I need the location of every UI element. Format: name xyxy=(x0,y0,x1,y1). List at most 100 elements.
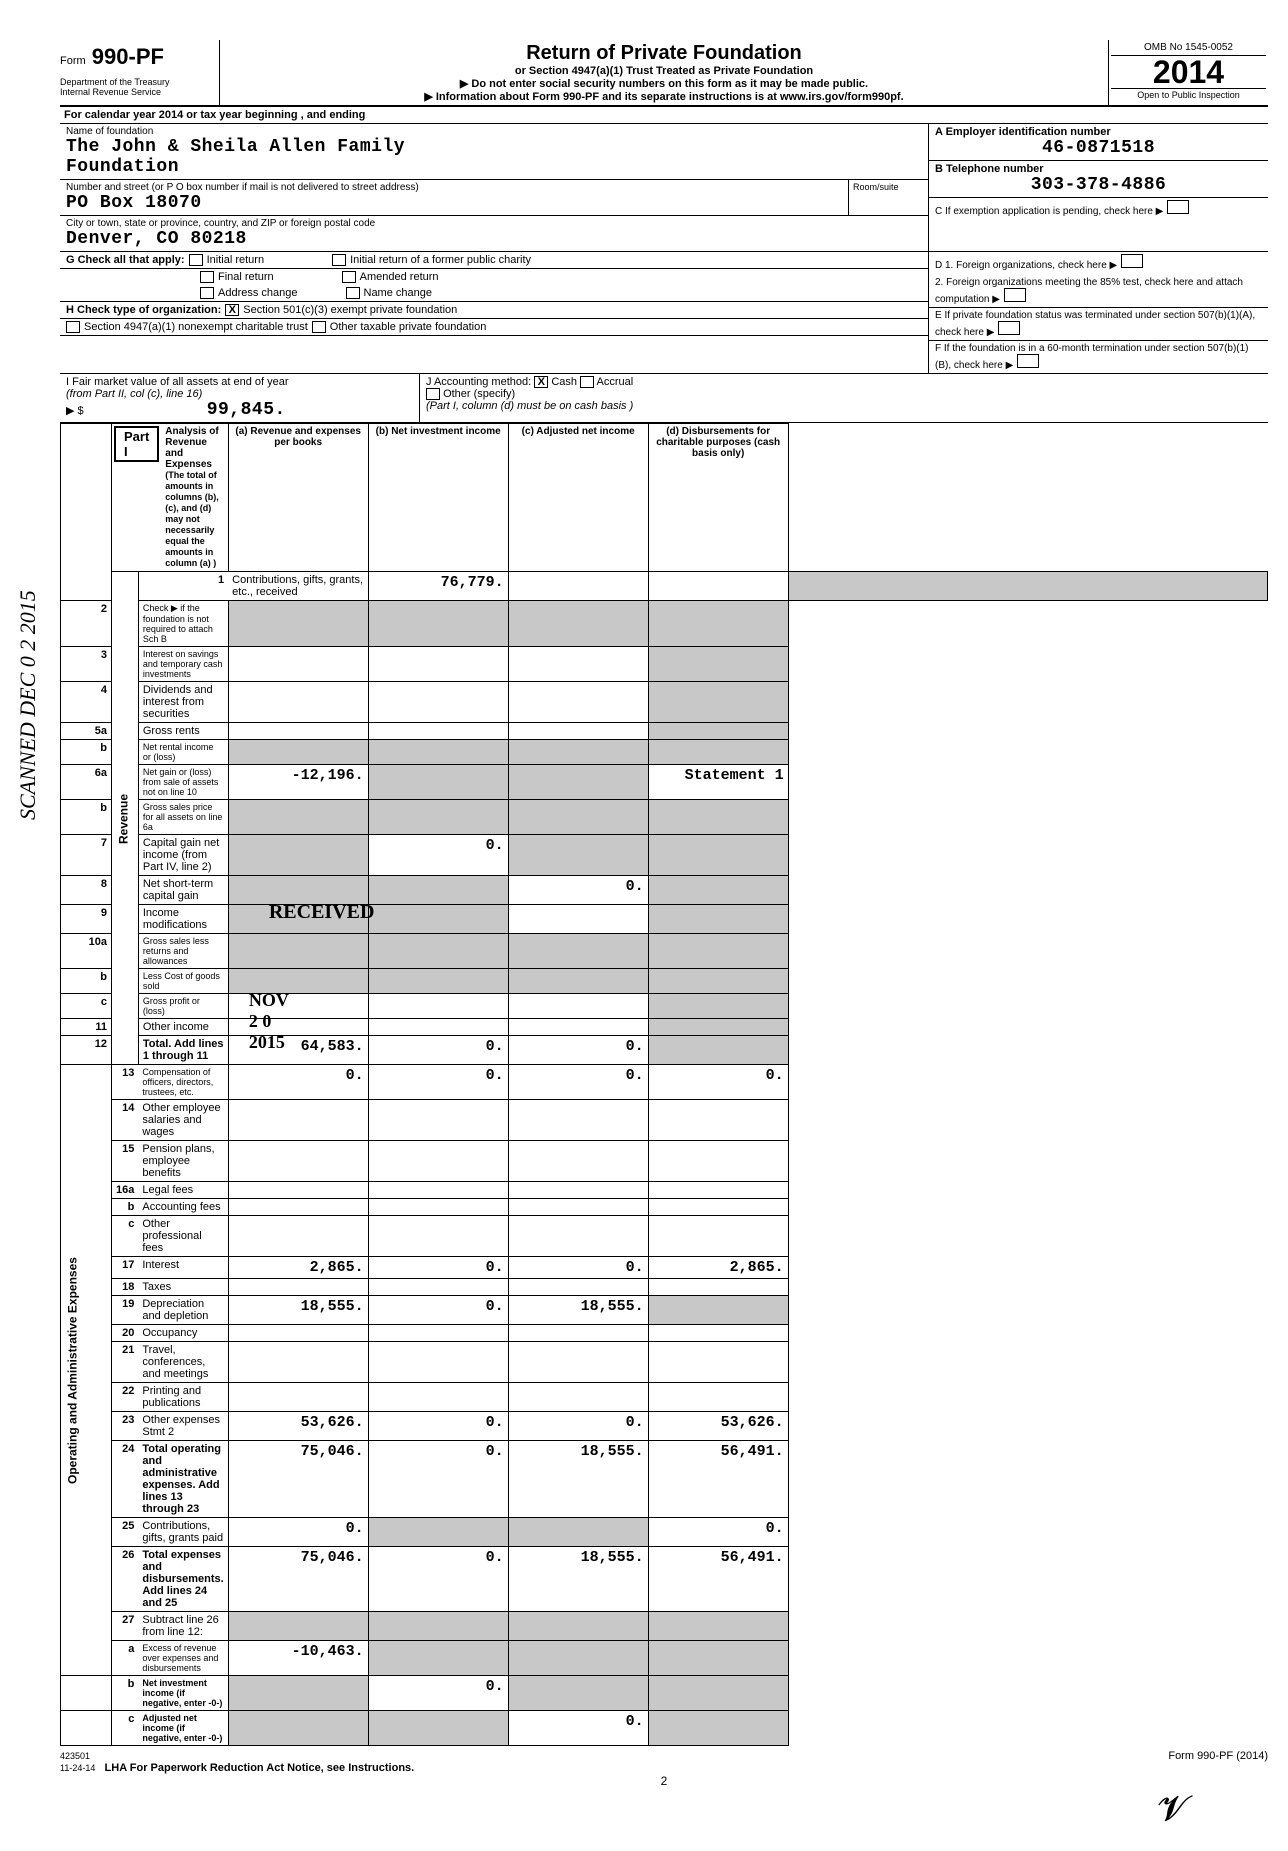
city-label: City or town, state or province, country… xyxy=(66,218,922,229)
d1-checkbox[interactable] xyxy=(1121,254,1143,268)
part1-label: Part I xyxy=(114,426,159,462)
d2-label: 2. Foreign organizations meeting the 85%… xyxy=(935,277,1243,305)
c-label: C If exemption application is pending, c… xyxy=(935,206,1153,217)
line-8-no: 8 xyxy=(61,876,112,905)
line-1-no: 1 xyxy=(138,572,228,601)
title-main: Return of Private Foundation xyxy=(230,42,1098,65)
h-501c3-checkbox[interactable]: X xyxy=(225,304,239,316)
line-10b-no: b xyxy=(61,969,112,994)
g-initial-former: Initial return of a former public charit… xyxy=(350,254,531,266)
e-label: E If private foundation status was termi… xyxy=(935,310,1255,338)
line-16c-no: c xyxy=(112,1216,139,1257)
line-17-c: 0. xyxy=(508,1257,648,1279)
line-19-label: Depreciation and depletion xyxy=(138,1296,228,1325)
line-26-a: 75,046. xyxy=(228,1547,368,1612)
line-6b-no: b xyxy=(61,800,112,835)
line-10b-label: Less Cost of goods sold xyxy=(138,969,228,994)
line-6a-label: Net gain or (loss) from sale of assets n… xyxy=(138,765,228,800)
col-a-header: (a) Revenue and expenses per books xyxy=(228,424,368,572)
i-fmv-value: 99,845. xyxy=(207,400,286,420)
line-16a-no: 16a xyxy=(112,1182,139,1199)
j-cash-checkbox[interactable]: X xyxy=(534,376,548,388)
name-label: Name of foundation xyxy=(66,126,922,137)
revenue-section-label: Revenue xyxy=(112,572,139,1065)
line-21-no: 21 xyxy=(112,1342,139,1383)
line-8-c: 0. xyxy=(508,876,648,905)
line-2-no: 2 xyxy=(61,601,112,647)
h-4947: Section 4947(a)(1) nonexempt charitable … xyxy=(84,321,308,333)
line-24-a: 75,046. xyxy=(228,1441,368,1518)
line-15-no: 15 xyxy=(112,1141,139,1182)
g-initial-checkbox[interactable] xyxy=(189,254,203,266)
part1-table: Part I Analysis of Revenue and Expenses … xyxy=(60,423,1268,1746)
ein-label: A Employer identification number xyxy=(935,126,1262,138)
form-header: Form 990-PF Department of the Treasury I… xyxy=(60,40,1268,107)
line-22-no: 22 xyxy=(112,1383,139,1412)
line-17-b: 0. xyxy=(368,1257,508,1279)
line-10a-no: 10a xyxy=(61,934,112,969)
line-25-no: 25 xyxy=(112,1518,139,1547)
addr-label: Number and street (or P O box number if … xyxy=(66,182,842,193)
line-3-label: Interest on savings and temporary cash i… xyxy=(138,647,228,682)
line-19-b: 0. xyxy=(368,1296,508,1325)
line-14-no: 14 xyxy=(112,1100,139,1141)
part1-subtitle: (The total of amounts in columns (b), (c… xyxy=(165,470,219,568)
line-24-c: 18,555. xyxy=(508,1441,648,1518)
g-address: Address change xyxy=(218,287,298,299)
line-10c-no: c xyxy=(61,994,112,1019)
line-27c-no: c xyxy=(112,1711,139,1746)
j-note: (Part I, column (d) must be on cash basi… xyxy=(426,400,633,412)
line-19-c: 18,555. xyxy=(508,1296,648,1325)
line-21-label: Travel, conferences, and meetings xyxy=(138,1342,228,1383)
line-26-b: 0. xyxy=(368,1547,508,1612)
e-checkbox[interactable] xyxy=(998,321,1020,335)
room-suite-label: Room/suite xyxy=(848,180,928,215)
ein-value: 46-0871518 xyxy=(935,138,1262,158)
form-label: Form xyxy=(60,55,86,67)
col-b-header: (b) Net investment income xyxy=(368,424,508,572)
foundation-addr: PO Box 18070 xyxy=(66,193,842,213)
foundation-city: Denver, CO 80218 xyxy=(66,229,922,249)
line-27-no: 27 xyxy=(112,1612,139,1641)
line-10c-label: Gross profit or (loss) xyxy=(143,996,200,1016)
line-27b-label: Net investment income (if negative, ente… xyxy=(142,1678,222,1708)
line-19-no: 19 xyxy=(112,1296,139,1325)
j-other-checkbox[interactable] xyxy=(426,388,440,400)
line-13-b: 0. xyxy=(368,1065,508,1100)
line-12-c: 0. xyxy=(508,1036,648,1065)
signature-mark: 𝓥 xyxy=(60,1788,1268,1831)
d2-checkbox[interactable] xyxy=(1004,288,1026,302)
i-fmv-label: I Fair market value of all assets at end… xyxy=(66,376,413,388)
received-stamp-1: RECEIVED xyxy=(269,901,375,924)
line-6b-label: Gross sales price for all assets on line… xyxy=(138,800,228,835)
h-other-checkbox[interactable] xyxy=(312,321,326,333)
g-name-checkbox[interactable] xyxy=(346,287,360,299)
h-4947-checkbox[interactable] xyxy=(66,321,80,333)
col-d-header: (d) Disbursements for charitable purpose… xyxy=(648,424,788,572)
g-final-checkbox[interactable] xyxy=(200,271,214,283)
line-17-d: 2,865. xyxy=(648,1257,788,1279)
phone-value: 303-378-4886 xyxy=(935,175,1262,195)
line-13-a: 0. xyxy=(228,1065,368,1100)
footer-code: 423501 11-24-14 xyxy=(60,1751,95,1773)
line-25-d: 0. xyxy=(648,1518,788,1547)
g-address-checkbox[interactable] xyxy=(200,287,214,299)
g-amended-checkbox[interactable] xyxy=(342,271,356,283)
line-23-label: Other expenses Stmt 2 xyxy=(138,1412,228,1441)
j-accrual-checkbox[interactable] xyxy=(580,376,594,388)
g-initial-former-checkbox[interactable] xyxy=(332,254,346,266)
d1-label: D 1. Foreign organizations, check here xyxy=(935,260,1107,271)
line-27-label: Subtract line 26 from line 12: xyxy=(138,1612,228,1641)
line-25-a: 0. xyxy=(228,1518,368,1547)
f-checkbox[interactable] xyxy=(1017,354,1039,368)
phone-label: B Telephone number xyxy=(935,163,1262,175)
scan-stamp: SCANNED DEC 0 2 2015 xyxy=(15,590,41,820)
c-checkbox[interactable] xyxy=(1167,200,1189,214)
col-c-header: (c) Adjusted net income xyxy=(508,424,648,572)
line-5a-no: 5a xyxy=(61,723,112,740)
line-12-b: 0. xyxy=(368,1036,508,1065)
line-11-no: 11 xyxy=(61,1019,112,1036)
g-initial: Initial return xyxy=(207,254,264,266)
line-20-no: 20 xyxy=(112,1325,139,1342)
line-16a-label: Legal fees xyxy=(138,1182,228,1199)
